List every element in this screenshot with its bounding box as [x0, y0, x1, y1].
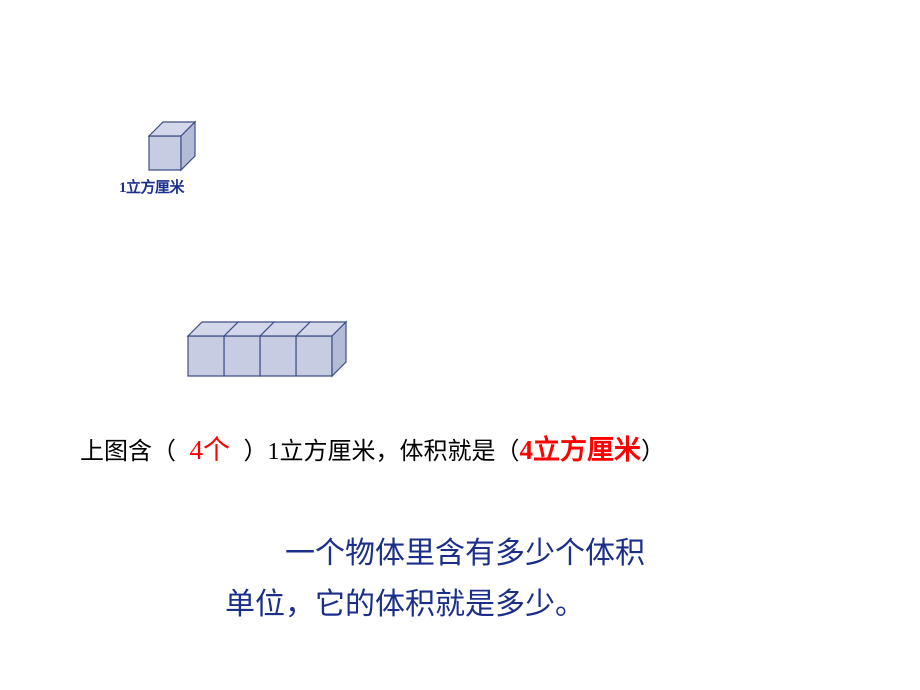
slide-stage: 1立方厘米 上图含（ 4个 ）1立方厘米，体积就是（4立方厘米） — [0, 0, 920, 690]
s1-part-4: ） — [641, 439, 665, 465]
s1-part-0: 上图含（ — [80, 439, 176, 465]
s1-part-1: 4个 — [176, 435, 244, 465]
sentence-2: 一个物体里含有多少个体积 单位，它的体积就是多少。 — [225, 528, 845, 630]
single-cube-label: 1立方厘米 — [119, 176, 184, 197]
s2-line1: 一个物体里含有多少个体积 — [225, 537, 645, 570]
s1-part-3: 4立方厘米 — [520, 435, 642, 465]
cubes-row-diagram — [180, 320, 380, 380]
s2-line2: 单位，它的体积就是多少。 — [225, 588, 585, 621]
single-cube-diagram — [147, 120, 197, 172]
s1-part-2: ）1立方厘米，体积就是（ — [244, 439, 520, 465]
sentence-1: 上图含（ 4个 ）1立方厘米，体积就是（4立方厘米） — [80, 428, 880, 467]
